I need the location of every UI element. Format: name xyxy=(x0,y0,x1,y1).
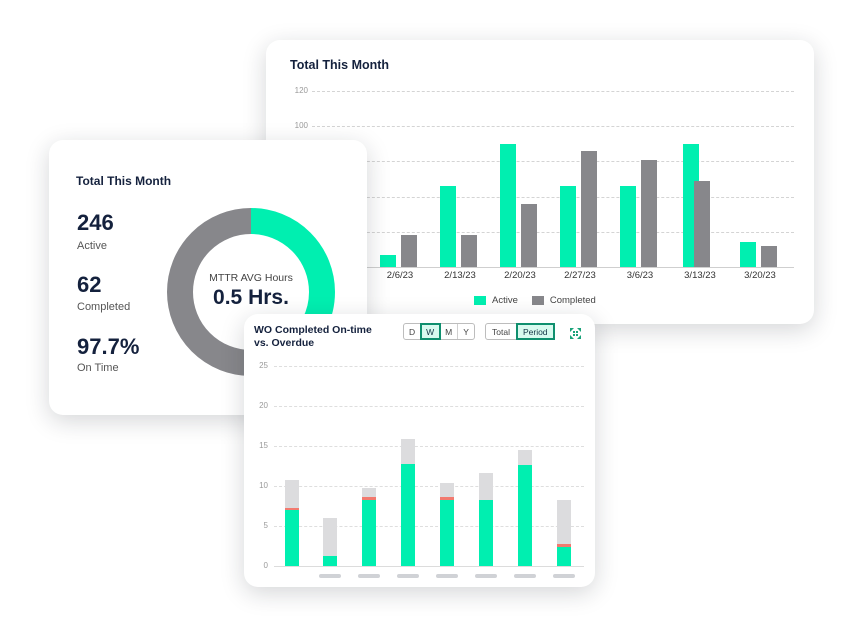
remaining-segment xyxy=(401,438,415,464)
gridline xyxy=(274,526,584,527)
on-time-label: On Time xyxy=(77,362,119,374)
on-time-segment xyxy=(323,556,337,566)
wo-completed-card: WO Completed On-time vs. Overdue D W M Y… xyxy=(244,314,595,587)
completed-bar xyxy=(401,235,417,267)
on-time-segment xyxy=(557,546,571,566)
x-label-placeholder xyxy=(358,574,380,578)
x-tick-label: 3/20/23 xyxy=(744,270,776,281)
period-button-m[interactable]: M xyxy=(440,324,459,339)
completed-bar xyxy=(581,150,597,267)
completed-bar xyxy=(521,203,537,267)
x-label-placeholder xyxy=(553,574,575,578)
completed-bar xyxy=(641,159,657,267)
on-time-segment xyxy=(518,465,532,566)
period-button-w[interactable]: W xyxy=(420,323,442,340)
completed-count: 62 xyxy=(77,272,102,297)
overdue-segment xyxy=(557,544,571,547)
gridline xyxy=(312,161,794,163)
on-time-segment xyxy=(362,499,376,566)
gridline xyxy=(312,126,794,128)
remaining-segment xyxy=(479,473,493,500)
gridline xyxy=(312,196,794,198)
on-time-segment xyxy=(440,499,454,566)
period-toggle-group: D W M Y xyxy=(403,323,475,340)
x-axis-line xyxy=(362,267,794,268)
overdue-segment xyxy=(362,497,376,500)
y-tick-label: 25 xyxy=(259,361,268,370)
y-tick-label: 10 xyxy=(259,481,268,490)
on-time-segment xyxy=(479,499,493,566)
mode-button-total[interactable]: Total xyxy=(486,324,517,339)
chart-legend: Active Completed xyxy=(474,295,596,306)
x-tick-label: 3/13/23 xyxy=(684,270,716,281)
y-tick-label: 120 xyxy=(294,86,308,95)
gridline xyxy=(312,231,794,233)
completed-legend-swatch xyxy=(531,296,544,305)
remaining-segment xyxy=(518,450,532,466)
completed-bar xyxy=(461,235,477,267)
on-time-percent: 97.7% xyxy=(77,334,140,359)
wo-title-line1: WO Completed On-time xyxy=(254,324,372,336)
completed-bar xyxy=(761,245,777,267)
gridline xyxy=(274,486,584,487)
active-bar xyxy=(440,186,456,267)
active-bar xyxy=(620,186,636,267)
active-legend-swatch xyxy=(474,296,486,305)
period-button-d[interactable]: D xyxy=(404,324,422,339)
x-label-placeholder xyxy=(319,574,341,578)
x-label-placeholder xyxy=(475,574,497,578)
completed-label: Completed xyxy=(77,301,131,313)
active-bar xyxy=(560,186,576,267)
mode-toggle-group: Total Period xyxy=(485,323,555,340)
donut-center-label: MTTR AVG Hours xyxy=(209,272,293,284)
x-tick-label: 3/6/23 xyxy=(626,270,654,281)
y-tick-label: 100 xyxy=(294,121,308,131)
chart-title: Total This Month xyxy=(290,58,390,72)
gridline xyxy=(274,406,584,407)
y-tick-label: 20 xyxy=(259,401,268,410)
remaining-segment xyxy=(285,479,299,508)
remaining-segment xyxy=(362,487,376,498)
x-label-placeholder xyxy=(397,574,419,578)
x-tick-label: 2/6/23 xyxy=(386,270,414,281)
x-tick-label: 2/27/23 xyxy=(564,270,596,281)
remaining-segment xyxy=(323,518,337,557)
overdue-segment xyxy=(440,497,454,500)
y-tick-label: 0 xyxy=(263,561,268,570)
on-time-segment xyxy=(401,463,415,566)
x-axis-line xyxy=(274,566,584,567)
y-tick-label: 15 xyxy=(259,441,268,450)
donut-center-value: 0.5 Hrs. xyxy=(213,286,289,309)
remaining-segment xyxy=(440,482,454,498)
period-button-y[interactable]: Y xyxy=(463,326,469,337)
wo-title-line2: vs. Overdue xyxy=(254,337,315,349)
x-tick-label: 2/13/23 xyxy=(444,270,476,281)
on-time-segment xyxy=(285,510,299,566)
gridline xyxy=(274,366,584,367)
completed-bar xyxy=(694,180,710,267)
active-bar xyxy=(500,143,516,267)
active-count: 246 xyxy=(77,210,114,235)
remaining-segment xyxy=(557,499,571,545)
active-bar xyxy=(380,254,396,267)
overdue-segment xyxy=(285,507,299,510)
summary-title: Total This Month xyxy=(76,174,172,188)
mode-button-period[interactable]: Period xyxy=(515,323,555,340)
y-tick-label: 5 xyxy=(263,521,268,530)
x-label-placeholder xyxy=(436,574,458,578)
gridline xyxy=(274,446,584,447)
active-label: Active xyxy=(77,240,107,252)
active-bar xyxy=(740,242,756,267)
expand-icon[interactable] xyxy=(570,326,581,339)
completed-legend-label: Completed xyxy=(549,295,596,306)
active-legend-label: Active xyxy=(492,295,518,306)
x-tick-label: 2/20/23 xyxy=(504,270,536,281)
x-label-placeholder xyxy=(514,574,536,578)
gridline xyxy=(312,91,794,92)
